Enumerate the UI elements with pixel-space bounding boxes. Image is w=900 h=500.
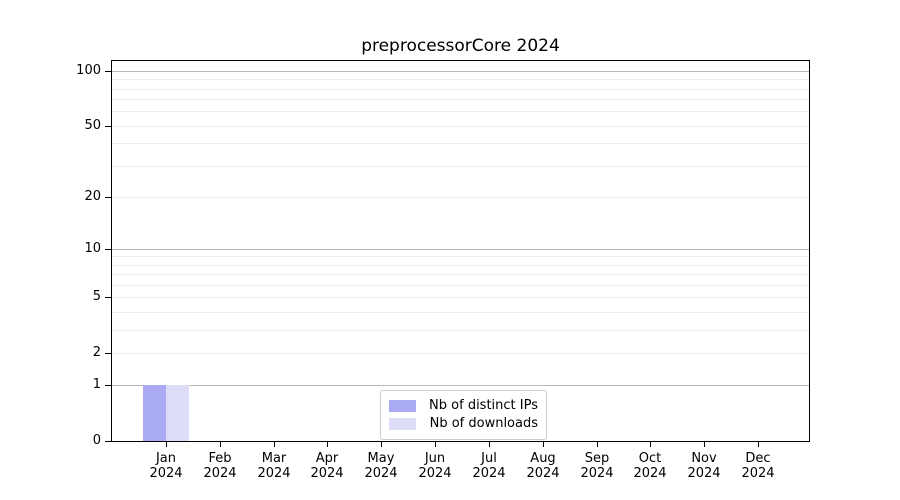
gridline-minor-80 <box>112 89 809 90</box>
x-tick-mark-feb <box>220 442 221 447</box>
y-tick-mark-1 <box>105 385 111 386</box>
x-tick-mark-nov <box>704 442 705 447</box>
y-tick-mark-0 <box>105 441 111 442</box>
y-tick-mark-2 <box>105 353 111 354</box>
x-tick-mark-jul <box>489 442 490 447</box>
x-tick-mark-oct <box>650 442 651 447</box>
y-tick-label-50: 50 <box>84 118 101 133</box>
x-tick-label-may: May 2024 <box>364 451 398 481</box>
gridline-minor-9 <box>112 256 809 257</box>
gridline-major-10 <box>112 249 809 250</box>
x-tick-label-jun: Jun 2024 <box>418 451 452 481</box>
y-tick-mark-5 <box>105 297 111 298</box>
gridline-minor-2 <box>112 353 809 354</box>
gridline-minor-7 <box>112 274 809 275</box>
y-tick-label-10: 10 <box>84 241 101 256</box>
x-tick-mark-mar <box>274 442 275 447</box>
y-tick-label-100: 100 <box>76 63 101 78</box>
gridline-major-100 <box>112 71 809 72</box>
gridline-minor-60 <box>112 111 809 112</box>
x-tick-label-oct: Oct 2024 <box>633 451 667 481</box>
x-tick-mark-aug <box>543 442 544 447</box>
x-tick-mark-sep <box>597 442 598 447</box>
gridline-minor-40 <box>112 143 809 144</box>
gridline-minor-30 <box>112 166 809 167</box>
legend: Nb of distinct IPs Nb of downloads <box>380 390 547 440</box>
x-tick-label-apr: Apr 2024 <box>310 451 344 481</box>
x-tick-mark-may <box>381 442 382 447</box>
gridline-minor-20 <box>112 197 809 198</box>
plot-area <box>111 60 810 442</box>
legend-item-distinct-ips: Nb of distinct IPs <box>389 397 538 414</box>
y-tick-label-20: 20 <box>84 189 101 204</box>
gridline-minor-4 <box>112 312 809 313</box>
chart-title: preprocessorCore 2024 <box>361 36 560 56</box>
legend-label-distinct-ips: Nb of distinct IPs <box>429 398 538 413</box>
y-tick-mark-100 <box>105 71 111 72</box>
bar-distinct-ips-jan <box>143 385 166 441</box>
legend-label-downloads: Nb of downloads <box>429 416 538 431</box>
y-tick-label-0: 0 <box>92 433 101 448</box>
gridline-minor-5 <box>112 297 809 298</box>
y-tick-label-1: 1 <box>92 377 101 392</box>
gridline-major-1 <box>112 385 809 386</box>
gridline-minor-8 <box>112 265 809 266</box>
x-tick-label-mar: Mar 2024 <box>257 451 291 481</box>
gridline-minor-50 <box>112 126 809 127</box>
x-tick-mark-jan <box>166 442 167 447</box>
y-tick-mark-10 <box>105 249 111 250</box>
gridline-minor-3 <box>112 330 809 331</box>
bar-downloads-jan <box>166 385 189 441</box>
y-tick-label-5: 5 <box>92 289 101 304</box>
x-tick-label-sep: Sep 2024 <box>580 451 614 481</box>
x-tick-label-dec: Dec 2024 <box>741 451 775 481</box>
x-tick-label-jul: Jul 2024 <box>472 451 506 481</box>
legend-item-downloads: Nb of downloads <box>389 415 538 432</box>
y-tick-mark-20 <box>105 197 111 198</box>
legend-swatch-downloads <box>389 417 416 430</box>
x-tick-mark-jun <box>435 442 436 447</box>
x-tick-label-aug: Aug 2024 <box>526 451 560 481</box>
gridline-minor-70 <box>112 99 809 100</box>
x-tick-mark-dec <box>758 442 759 447</box>
x-tick-label-feb: Feb 2024 <box>203 451 237 481</box>
gridline-minor-90 <box>112 79 809 80</box>
gridline-minor-6 <box>112 285 809 286</box>
legend-swatch-distinct-ips <box>389 399 416 412</box>
x-tick-label-jan: Jan 2024 <box>149 451 183 481</box>
x-tick-label-nov: Nov 2024 <box>687 451 721 481</box>
y-tick-label-2: 2 <box>92 345 101 360</box>
y-tick-mark-50 <box>105 126 111 127</box>
x-tick-mark-apr <box>327 442 328 447</box>
